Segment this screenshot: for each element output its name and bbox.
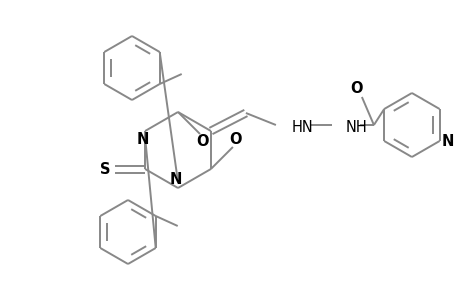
Text: N: N	[137, 131, 149, 146]
Text: NH: NH	[345, 119, 367, 134]
Text: O: O	[196, 134, 209, 149]
Text: O: O	[350, 80, 362, 95]
Text: HN: HN	[291, 119, 313, 134]
Text: O: O	[229, 131, 241, 146]
Text: S: S	[100, 161, 110, 176]
Text: N: N	[441, 134, 453, 148]
Text: N: N	[169, 172, 182, 188]
